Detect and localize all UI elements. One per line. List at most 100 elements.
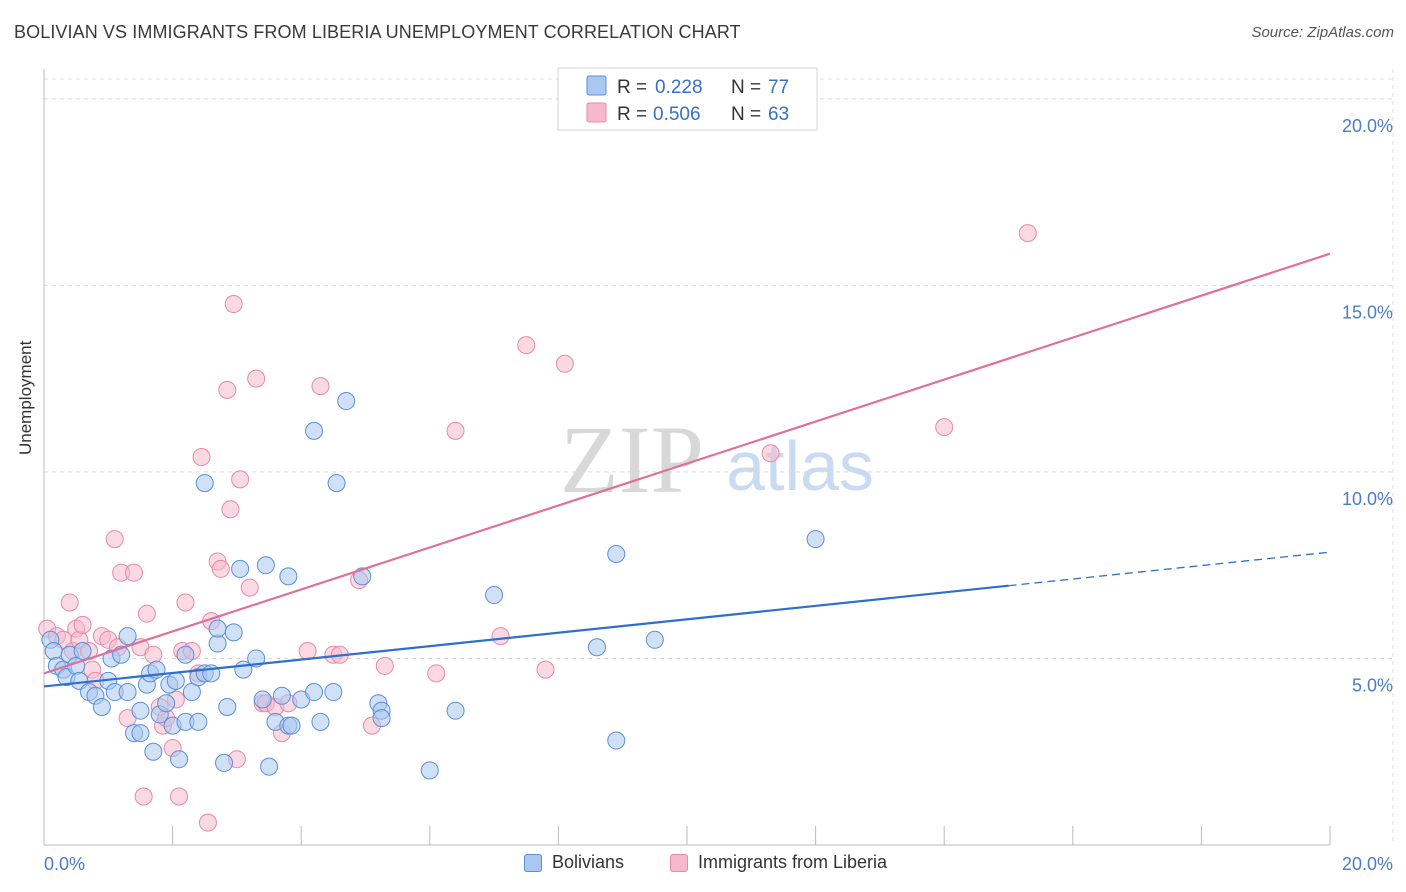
legend-label-liberia: Immigrants from Liberia (698, 852, 888, 872)
liberia-point-33 (198, 813, 217, 832)
liberia-point-58 (491, 627, 510, 646)
bolivians-point-60 (327, 474, 346, 493)
bolivians-point-61 (337, 392, 356, 411)
bolivians-point-59 (324, 683, 343, 702)
legend-item-liberia: Immigrants from Liberia (670, 852, 887, 873)
bolivians-point-68 (485, 586, 504, 605)
bolivians-point-19 (131, 701, 150, 720)
bolivians-point-52 (279, 567, 298, 586)
trend-line-bolivians (43, 584, 1009, 688)
bolivians-point-65 (372, 709, 391, 728)
bolivians-point-23 (144, 742, 163, 761)
liberia-point-61 (555, 354, 574, 373)
liberia-point-43 (247, 369, 266, 388)
bolivians-point-20 (131, 724, 150, 743)
y-axis-title: Unemployment (16, 340, 35, 455)
liberia-point-50 (311, 377, 330, 396)
liberia-point-27 (170, 787, 189, 806)
liberia-point-32 (192, 448, 211, 466)
bolivians-point-41 (215, 753, 234, 772)
bolivians-point-46 (247, 649, 266, 668)
bolivians-point-43 (224, 623, 243, 642)
bolivians-point-8 (73, 642, 92, 660)
liberia-point-13 (105, 530, 124, 549)
liberia-point-56 (427, 664, 446, 683)
watermark-zip: ZIP (560, 406, 704, 513)
bolivians-point-40 (208, 619, 227, 638)
bolivians-point-67 (446, 701, 465, 720)
bolivians-point-69 (587, 638, 606, 657)
liberia-point-62 (761, 444, 780, 463)
y-tick-label-10: 10.0% (1342, 489, 1393, 509)
chart-title: BOLIVIAN VS IMMIGRANTS FROM LIBERIA UNEM… (14, 22, 741, 42)
liberia-point-39 (224, 295, 243, 314)
bolivians-point-31 (176, 645, 195, 664)
liberia-point-36 (211, 559, 230, 578)
liberia-point-21 (144, 645, 163, 664)
liberia-point-64 (1018, 224, 1037, 243)
x-tick-label-0: 0.0% (44, 854, 85, 874)
bolivians-point-54 (282, 716, 301, 735)
legend-swatch-bolivians (524, 853, 542, 872)
trend-line-liberia (43, 252, 1331, 675)
liberia-point-20 (137, 604, 156, 623)
bolivians-point-62 (353, 567, 372, 586)
liberia-point-41 (231, 470, 250, 489)
liberia-point-63 (935, 418, 954, 437)
tick-labels: 5.0% 10.0% 15.0% 20.0% 0.0% 20.0% (44, 116, 1393, 874)
liberia-point-55 (375, 656, 394, 675)
liberia-point-42 (240, 578, 259, 597)
bolivians-point-17 (118, 627, 137, 646)
legend-n-value-pink: 63 (768, 104, 789, 125)
legend-r-value-pink: 0.506 (653, 104, 701, 125)
legend-r-value-blue: 0.228 (655, 77, 703, 98)
trend-line-bolivians-extension (1008, 551, 1331, 587)
y-tick-label-15: 15.0% (1342, 302, 1393, 322)
legend-swatch-pink (586, 102, 607, 123)
bolivians-point-30 (170, 750, 189, 769)
liberia-point-17 (125, 563, 144, 582)
stats-legend: R = 0.228 N = 77 R = 0.506 N = 63 (557, 67, 818, 131)
x-tick-label-20: 20.0% (1342, 854, 1393, 874)
legend-r-label-blue: R = (617, 77, 647, 98)
bolivians-point-37 (195, 474, 214, 493)
legend-item-bolivians: Bolivians (524, 852, 624, 873)
grid (44, 69, 1394, 845)
bolivians-point-72 (645, 630, 664, 649)
bolivians-point-16 (118, 683, 137, 702)
legend-n-label-pink: N = (731, 104, 761, 125)
bolivians-point-33 (182, 683, 201, 702)
bolivians-point-1 (44, 642, 63, 660)
bolivians-point-66 (420, 761, 439, 780)
bolivians-point-48 (256, 556, 275, 575)
bolivians-point-51 (272, 686, 291, 705)
bolivians-point-56 (305, 421, 324, 440)
watermark: ZIP atlas (560, 406, 874, 513)
bolivians-point-26 (157, 694, 176, 713)
bolivians-point-11 (92, 697, 111, 716)
bolivians-point-47 (253, 690, 272, 709)
bolivians-point-71 (607, 731, 626, 750)
bottom-legend: Bolivians Immigrants from Liberia (0, 852, 1406, 876)
liberia-point-7 (73, 615, 92, 634)
bolivians-point-57 (305, 683, 324, 702)
bolivians-point-42 (218, 697, 237, 716)
liberia-point-49 (298, 642, 317, 660)
liberia-point-37 (218, 380, 237, 399)
bolivians-point-44 (231, 559, 250, 578)
bolivians-point-70 (607, 545, 626, 563)
liberia-point-60 (536, 660, 555, 679)
watermark-atlas: atlas (726, 427, 874, 505)
trend-lines (43, 252, 1331, 688)
liberia-point-29 (176, 593, 195, 612)
legend-swatch-liberia (670, 853, 688, 872)
y-tick-label-20: 20.0% (1342, 116, 1393, 136)
source-note: Source: ZipAtlas.com (1251, 24, 1394, 41)
bolivians-point-29 (166, 671, 185, 690)
legend-swatch-blue (586, 75, 607, 96)
legend-label-bolivians: Bolivians (552, 852, 625, 872)
series-liberia-points (38, 224, 1037, 832)
series-bolivians-points (41, 392, 825, 780)
bolivians-point-73 (806, 530, 825, 549)
